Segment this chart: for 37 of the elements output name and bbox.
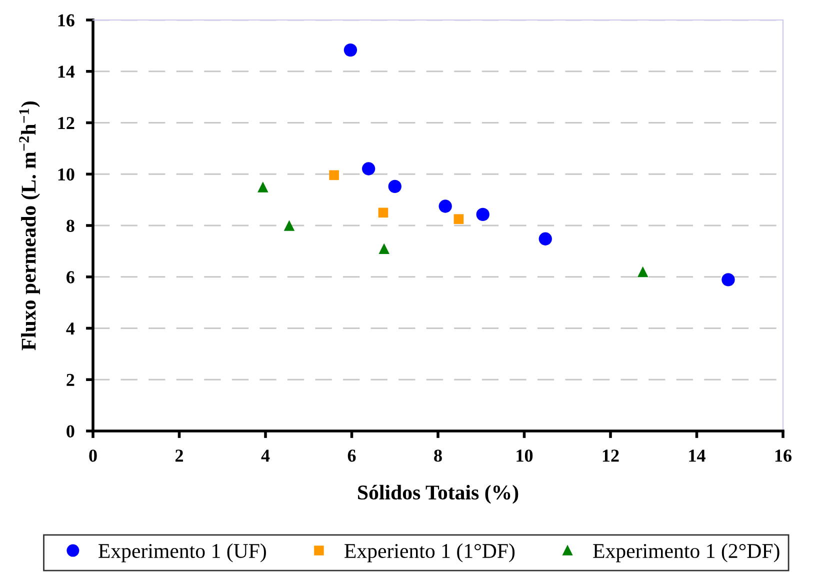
point xyxy=(284,220,295,231)
y-tick-label: 14 xyxy=(58,66,75,78)
point xyxy=(258,182,268,192)
x-tick-label: 2 xyxy=(175,450,183,462)
legend-label: Experiento 1 (1°DF) xyxy=(344,543,515,562)
x-tick-label: 8 xyxy=(434,450,442,462)
point xyxy=(329,170,339,180)
point xyxy=(454,214,464,224)
y-axis-title: Fluxo permeado (L. m$^{−2}$h$^{−1}$) xyxy=(19,101,40,350)
x-tick-label: 14 xyxy=(689,450,706,462)
y-tick-label: 16 xyxy=(58,14,74,26)
x-tick-label: 4 xyxy=(261,450,270,462)
y-tick-label: 10 xyxy=(58,168,74,181)
point xyxy=(476,208,490,222)
y-tick-label: 12 xyxy=(58,117,74,130)
point xyxy=(378,243,390,254)
point xyxy=(388,180,402,194)
x-tick-label: 10 xyxy=(516,450,533,462)
y-tick-label: 4 xyxy=(66,322,75,335)
point xyxy=(344,43,358,57)
point xyxy=(538,232,552,246)
x-tick-label: 16 xyxy=(775,450,792,462)
y-tick-label: 2 xyxy=(66,374,74,386)
x-tick-label: 12 xyxy=(602,450,619,462)
point xyxy=(438,200,452,213)
x-axis-title: Sólidos Totais (%) xyxy=(358,484,518,504)
y-tick-label: 6 xyxy=(66,271,74,284)
point xyxy=(637,266,648,278)
x-tick-label: 0 xyxy=(89,450,97,462)
y-tick-label: 0 xyxy=(66,425,74,438)
point xyxy=(362,162,376,176)
y-tick-label: 8 xyxy=(66,220,74,232)
point xyxy=(378,208,388,218)
point xyxy=(722,273,735,286)
legend-label: Experimento 1 (2°DF) xyxy=(593,543,780,562)
x-tick-label: 6 xyxy=(348,450,356,462)
legend-label: Experimento 1 (UF) xyxy=(98,543,266,562)
